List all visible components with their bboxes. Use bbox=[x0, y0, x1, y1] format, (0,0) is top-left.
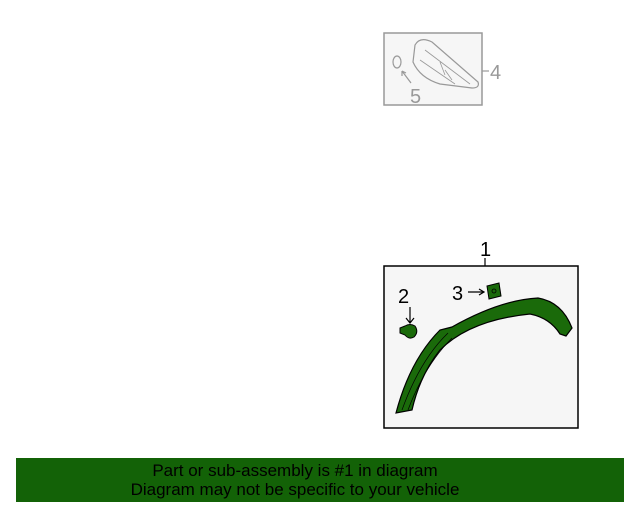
part-5-shape bbox=[392, 55, 402, 69]
part-3-nut[interactable] bbox=[486, 282, 502, 300]
part-2-clip[interactable] bbox=[399, 324, 418, 339]
arrow-2 bbox=[405, 307, 415, 324]
arrow-3 bbox=[468, 288, 486, 296]
arrow-5 bbox=[401, 70, 412, 84]
info-banner: Part or sub-assembly is #1 in diagram Di… bbox=[16, 458, 624, 502]
callout-1: 1 bbox=[480, 239, 491, 261]
group-box-1 bbox=[383, 265, 579, 429]
callout-3: 3 bbox=[452, 283, 463, 305]
sub-assembly-1-group[interactable]: 1 2 3 bbox=[383, 239, 579, 429]
sub-assembly-4-group[interactable]: 4 5 bbox=[383, 32, 501, 108]
callout-5: 5 bbox=[410, 86, 421, 108]
banner-line-1: Part or sub-assembly is #1 in diagram bbox=[152, 461, 438, 480]
callout-4: 4 bbox=[490, 62, 501, 84]
callout-2: 2 bbox=[398, 286, 409, 308]
wheel-arch-molding[interactable] bbox=[395, 297, 573, 414]
part-4-shape bbox=[412, 39, 479, 89]
banner-line-2: Diagram may not be specific to your vehi… bbox=[130, 480, 460, 499]
